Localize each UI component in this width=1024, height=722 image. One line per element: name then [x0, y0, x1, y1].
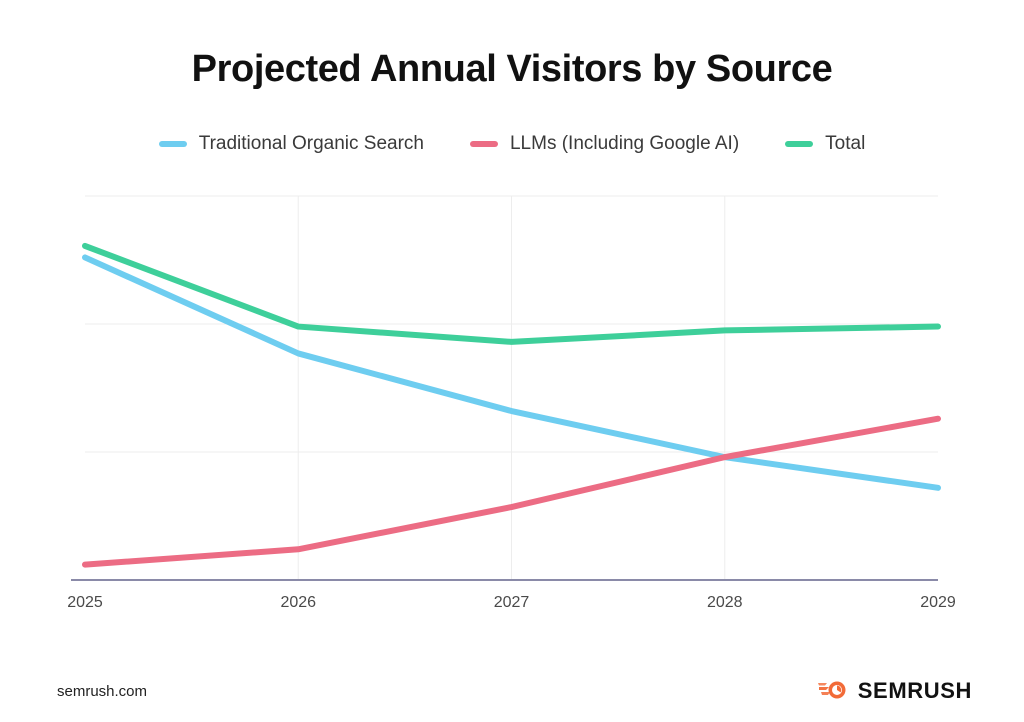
legend-item-llms[interactable]: LLMs (Including Google AI) — [469, 132, 740, 156]
legend-item-traditional-organic-search[interactable]: Traditional Organic Search — [158, 132, 424, 156]
legend-swatch-icon — [785, 141, 814, 147]
x-axis-tick-label: 2025 — [67, 594, 103, 611]
series-line — [82, 415, 941, 568]
x-axis-tick-label: 2027 — [493, 594, 530, 611]
series-line — [82, 242, 941, 345]
x-axis-tick-label: 2029 — [920, 594, 956, 611]
legend-label: Total — [825, 133, 866, 154]
comet-tail — [818, 687, 829, 690]
legend-label: LLMs (Including Google AI) — [509, 133, 740, 154]
legend-label: Traditional Organic Search — [198, 133, 424, 154]
x-axis-labels: 2025 2026 2027 2028 2029 — [0, 592, 1024, 614]
chart-legend: Traditional Organic Search LLMs (Includi… — [0, 132, 1024, 156]
footer-site-url: semrush.com — [57, 683, 148, 700]
brand-logo: SEMRUSH — [817, 678, 972, 704]
chart-series-lines — [82, 242, 941, 568]
comet-tail — [820, 692, 830, 695]
chart-gridlines — [85, 195, 938, 580]
x-axis-tick-label: 2028 — [706, 594, 743, 611]
legend-swatch-icon — [469, 141, 498, 147]
page-title: Projected Annual Visitors by Source — [191, 48, 833, 90]
semrush-comet-icon — [817, 681, 846, 699]
comet-tail — [817, 683, 827, 686]
series-line — [82, 254, 941, 491]
legend-item-total[interactable]: Total — [785, 132, 865, 156]
comet-head-swoosh — [836, 685, 842, 693]
x-axis-tick-label: 2026 — [280, 594, 317, 611]
legend-swatch-icon — [158, 141, 187, 147]
brand-name: SEMRUSH — [857, 678, 972, 703]
